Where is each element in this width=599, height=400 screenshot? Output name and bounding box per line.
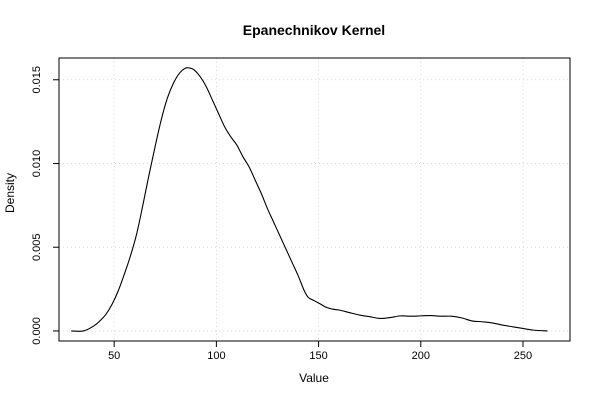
y-axis-label: Density <box>3 173 17 213</box>
chart-title: Epanechnikov Kernel <box>243 22 385 38</box>
x-tick-label: 100 <box>207 350 225 362</box>
density-curve <box>71 67 548 332</box>
y-tick-label: 0.010 <box>31 150 43 178</box>
y-axis: 0.000 0.005 0.010 0.015 <box>31 66 59 345</box>
plot-frame <box>58 57 571 342</box>
x-axis: 50 100 150 200 250 <box>108 341 532 362</box>
x-tick-label: 200 <box>412 350 430 362</box>
grid <box>59 58 570 341</box>
x-tick-label: 250 <box>514 350 532 362</box>
x-tick-label: 150 <box>309 350 327 362</box>
y-tick-label: 0.000 <box>31 317 43 345</box>
y-tick-label: 0.015 <box>31 66 43 94</box>
x-tick-label: 50 <box>108 350 120 362</box>
x-axis-label: Value <box>299 371 329 385</box>
y-tick-label: 0.005 <box>31 233 43 261</box>
